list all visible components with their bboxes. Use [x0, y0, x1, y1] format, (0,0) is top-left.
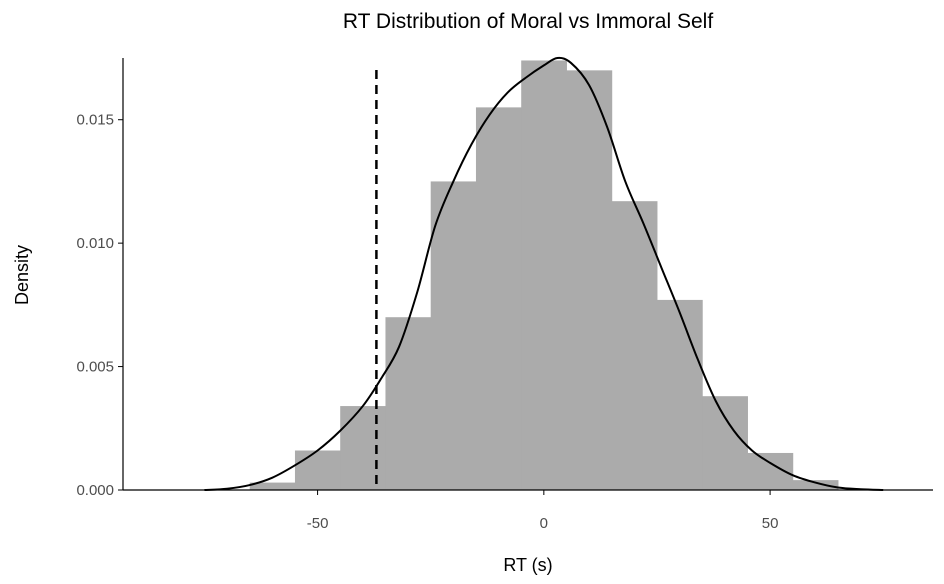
density-curve	[204, 56, 884, 491]
histogram-bar	[702, 396, 748, 490]
x-ticks: -50 0 50	[307, 490, 779, 532]
histogram-bar	[792, 480, 839, 490]
y-tick-label: 0.010	[76, 235, 114, 252]
histogram-bar	[385, 317, 432, 490]
y-tick-label: 0.015	[76, 112, 114, 129]
y-axis-label: Density	[12, 245, 32, 305]
x-tick-label: 50	[762, 515, 779, 532]
histogram-bar	[521, 60, 567, 491]
y-ticks: 0.000 0.005 0.010 0.015	[76, 112, 123, 499]
histogram-bar	[430, 181, 477, 490]
histogram-bar	[475, 107, 522, 490]
histogram-bar	[611, 201, 658, 491]
histogram-bars	[249, 60, 839, 491]
x-tick-label: -50	[307, 515, 329, 532]
histogram-bar	[249, 482, 296, 490]
x-tick-label: 0	[540, 515, 548, 532]
histogram-bar	[656, 299, 703, 490]
histogram-bar	[340, 406, 386, 490]
chart-title: RT Distribution of Moral vs Immoral Self	[343, 10, 713, 33]
histogram-bar	[566, 70, 613, 490]
histogram-bar	[294, 450, 341, 490]
x-axis-label: RT (s)	[503, 555, 552, 575]
y-tick-label: 0.000	[76, 482, 114, 499]
y-tick-label: 0.005	[76, 359, 114, 376]
